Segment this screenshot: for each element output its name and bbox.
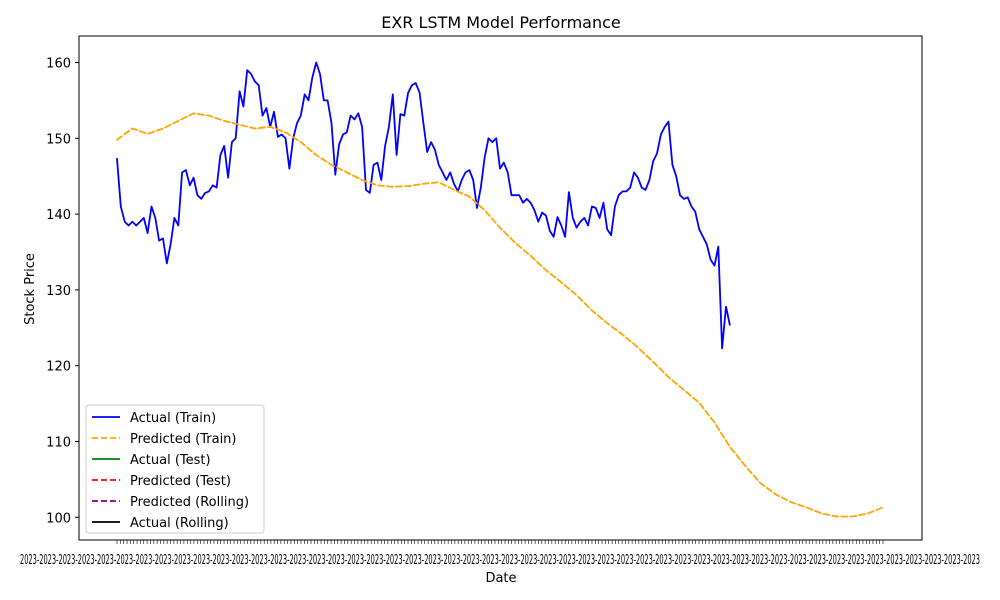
y-axis-label: Stock Price [23,253,38,325]
legend-label: Predicted (Test) [130,474,231,489]
legend-label: Actual (Rolling) [130,516,229,531]
legend-label: Actual (Train) [130,411,216,426]
x-axis-label: Date [485,571,516,586]
y-tick-label: 110 [46,435,71,450]
series-line-actual-train [116,61,731,350]
y-tick-label: 100 [46,511,71,526]
legend-frame [85,404,265,534]
y-tick-label: 130 [46,284,71,299]
legend: Actual (Train) Predicted (Train) Actual (T… [85,404,265,534]
y-tick-label: 150 [46,132,71,147]
legend-label: Actual (Test) [130,453,211,468]
series-line-predicted-train [116,112,884,518]
y-tick-label: 160 [46,57,71,72]
y-tick-label: 120 [46,360,71,375]
x-axis: 2023-2023-2023-2023-2023-2023-2023-2023-… [20,540,980,568]
series-layer [116,61,884,518]
y-axis: 100 110 120 130 140 150 160 [46,57,79,526]
legend-label: Predicted (Train) [130,432,237,447]
legend-label: Predicted (Rolling) [130,495,249,510]
x-tick-labels: 2023-2023-2023-2023-2023-2023-2023-2023-… [20,553,980,568]
y-tick-label: 140 [46,208,71,223]
chart-title: EXR LSTM Model Performance [381,13,621,32]
